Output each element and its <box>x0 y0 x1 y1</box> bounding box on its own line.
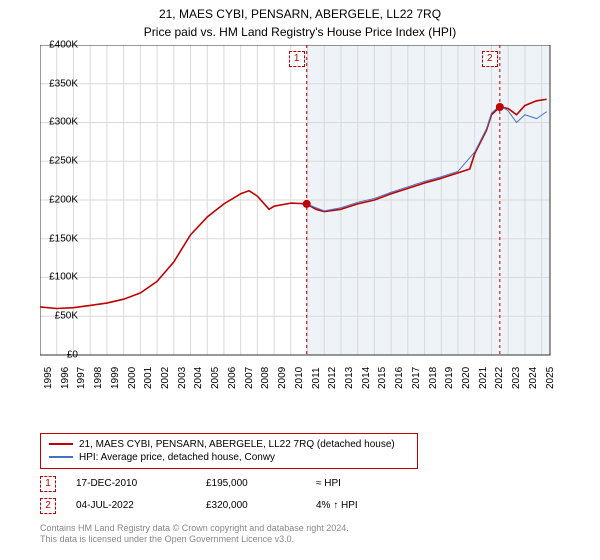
legend-swatch <box>49 443 73 445</box>
x-tick-label: 2003 <box>177 367 188 389</box>
chart-subtitle: Price paid vs. HM Land Registry's House … <box>0 23 600 45</box>
sale-row: 1 17-DEC-2010 £195,000 ≈ HPI <box>40 473 560 495</box>
sale-row: 2 04-JUL-2022 £320,000 4% ↑ HPI <box>40 495 560 517</box>
x-tick-label: 2020 <box>461 367 472 389</box>
x-tick-label: 2006 <box>227 367 238 389</box>
y-tick-label: £350K <box>38 78 78 89</box>
y-tick-label: £300K <box>38 117 78 128</box>
x-tick-label: 2023 <box>511 367 522 389</box>
x-tick-label: 2024 <box>528 367 539 389</box>
x-tick-label: 2025 <box>545 367 556 389</box>
legend-label: 21, MAES CYBI, PENSARN, ABERGELE, LL22 7… <box>79 439 395 450</box>
chart-container: 21, MAES CYBI, PENSARN, ABERGELE, LL22 7… <box>0 0 600 560</box>
x-tick-label: 2001 <box>143 367 154 389</box>
sale-marker-2: 2 <box>482 51 498 67</box>
x-tick-label: 2008 <box>260 367 271 389</box>
footer-line1: Contains HM Land Registry data © Crown c… <box>40 523 560 535</box>
footer-line2: This data is licensed under the Open Gov… <box>40 534 560 546</box>
sale-date: 17-DEC-2010 <box>76 478 186 489</box>
sale-marker-1: 1 <box>289 51 305 67</box>
legend-label: HPI: Average price, detached house, Conw… <box>79 452 275 463</box>
sale-date: 04-JUL-2022 <box>76 500 186 511</box>
x-tick-label: 2011 <box>311 367 322 389</box>
x-tick-label: 1997 <box>76 367 87 389</box>
legend-box: 21, MAES CYBI, PENSARN, ABERGELE, LL22 7… <box>40 433 418 469</box>
x-tick-label: 2010 <box>294 367 305 389</box>
y-tick-label: £150K <box>38 233 78 244</box>
x-tick-label: 2018 <box>428 367 439 389</box>
x-tick-label: 2009 <box>277 367 288 389</box>
x-tick-label: 1995 <box>43 367 54 389</box>
x-tick-label: 1998 <box>93 367 104 389</box>
chart-area: £0£50K£100K£150K£200K£250K£300K£350K£400… <box>40 45 600 395</box>
x-tick-label: 2017 <box>411 367 422 389</box>
x-tick-label: 2005 <box>210 367 221 389</box>
sale-price: £195,000 <box>206 478 296 489</box>
x-tick-label: 2004 <box>193 367 204 389</box>
y-tick-label: £50K <box>38 311 78 322</box>
x-tick-label: 2015 <box>377 367 388 389</box>
sale-marker-icon: 1 <box>40 476 56 492</box>
x-tick-label: 2000 <box>127 367 138 389</box>
x-tick-label: 2021 <box>478 367 489 389</box>
y-tick-label: £100K <box>38 272 78 283</box>
y-tick-label: £200K <box>38 194 78 205</box>
sale-delta: 4% ↑ HPI <box>316 500 406 511</box>
y-tick-label: £250K <box>38 156 78 167</box>
sale-marker-icon: 2 <box>40 498 56 514</box>
legend-swatch <box>49 456 73 458</box>
x-tick-label: 2014 <box>361 367 372 389</box>
x-tick-label: 2019 <box>444 367 455 389</box>
x-tick-label: 2016 <box>394 367 405 389</box>
x-tick-label: 2007 <box>244 367 255 389</box>
chart-title: 21, MAES CYBI, PENSARN, ABERGELE, LL22 7… <box>0 0 600 23</box>
y-tick-label: £400K <box>38 39 78 50</box>
y-tick-label: £0 <box>38 349 78 360</box>
x-tick-label: 2022 <box>494 367 505 389</box>
x-tick-label: 1999 <box>110 367 121 389</box>
sales-table: 1 17-DEC-2010 £195,000 ≈ HPI 2 04-JUL-2022 £32… <box>40 473 560 517</box>
x-tick-label: 2012 <box>327 367 338 389</box>
x-tick-label: 1996 <box>60 367 71 389</box>
legend-row: 21, MAES CYBI, PENSARN, ABERGELE, LL22 7… <box>49 438 409 451</box>
sale-price: £320,000 <box>206 500 296 511</box>
footer-attribution: Contains HM Land Registry data © Crown c… <box>40 523 560 546</box>
legend-row: HPI: Average price, detached house, Conw… <box>49 451 409 464</box>
x-tick-label: 2002 <box>160 367 171 389</box>
sale-delta: ≈ HPI <box>316 478 406 489</box>
x-tick-label: 2013 <box>344 367 355 389</box>
